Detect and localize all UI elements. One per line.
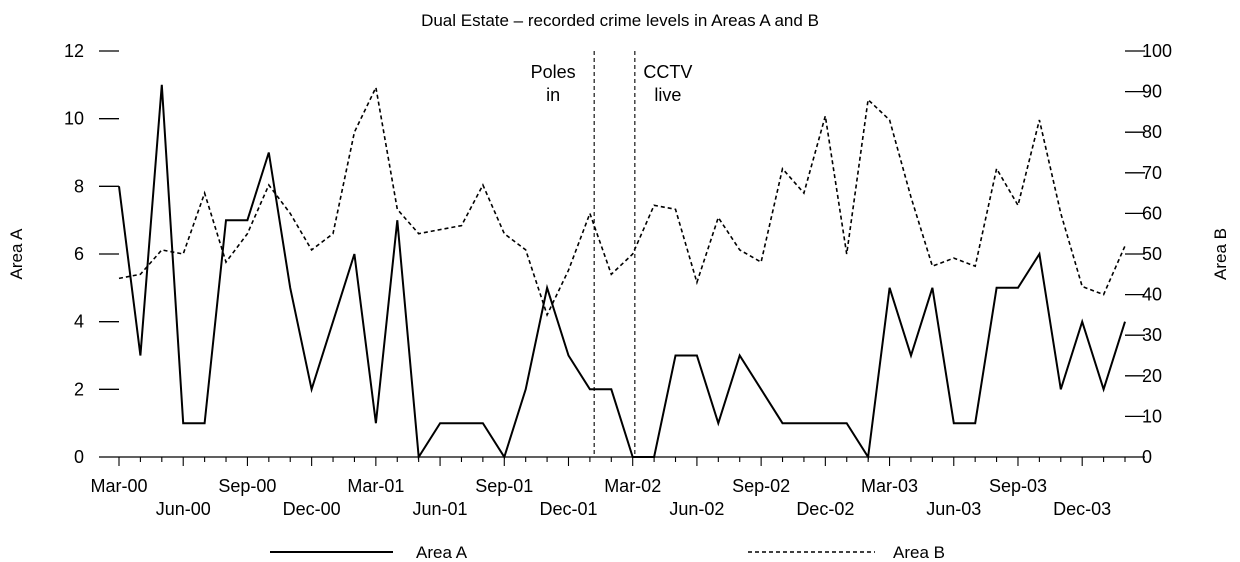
x-tick-label: Sep-03 bbox=[989, 476, 1047, 496]
x-tick-label: Mar-02 bbox=[604, 476, 661, 496]
annotation-text: Poles bbox=[531, 62, 576, 82]
series-line-area-a bbox=[118, 84, 1126, 461]
annotation-text: CCTV bbox=[643, 62, 692, 82]
y-right-tick-label: 30 bbox=[1142, 325, 1162, 345]
y-right-tick-label: 50 bbox=[1142, 244, 1162, 264]
y-left-tick-label: 2 bbox=[74, 379, 84, 399]
chart-title: Dual Estate – recorded crime levels in A… bbox=[421, 11, 819, 30]
y-right-tick-label: 20 bbox=[1142, 366, 1162, 386]
axes: 0 2 4 6 8 10 12 0 10 20 30 40 50 60 70 80 90 100 Mar-00 Sep… bbox=[64, 41, 1172, 519]
y-left-tick-label: 4 bbox=[74, 312, 84, 332]
y-right-tick-label: 0 bbox=[1142, 447, 1152, 467]
x-tick-label: Sep-02 bbox=[732, 476, 790, 496]
annotation-text: live bbox=[654, 85, 681, 105]
x-tick-label: Mar-01 bbox=[347, 476, 404, 496]
y-axis-left-label: Area A bbox=[7, 228, 26, 280]
y-axis-right-label: Area B bbox=[1211, 228, 1230, 280]
x-tick-label: Sep-00 bbox=[218, 476, 276, 496]
y-right-tick-label: 60 bbox=[1142, 203, 1162, 223]
series-line-area-b bbox=[118, 84, 1126, 318]
x-tick-label: Jun-02 bbox=[669, 499, 724, 519]
y-right-tick-label: 70 bbox=[1142, 163, 1162, 183]
y-left-tick-label: 6 bbox=[74, 244, 84, 264]
x-tick-label: Mar-03 bbox=[861, 476, 918, 496]
y-left-tick-label: 8 bbox=[74, 176, 84, 196]
y-left-tick-label: 10 bbox=[64, 109, 84, 129]
y-right-tick-label: 40 bbox=[1142, 285, 1162, 305]
x-tick-label: Dec-03 bbox=[1053, 499, 1111, 519]
annotations: Poles in CCTV live bbox=[531, 51, 692, 457]
x-tick-label: Jun-00 bbox=[156, 499, 211, 519]
annotation-text: in bbox=[546, 85, 560, 105]
x-tick-label: Mar-00 bbox=[90, 476, 147, 496]
y-right-tick-label: 90 bbox=[1142, 82, 1162, 102]
y-left-tick-label: 12 bbox=[64, 41, 84, 61]
x-tick-label: Jun-01 bbox=[413, 499, 468, 519]
x-tick-label: Jun-03 bbox=[926, 499, 981, 519]
x-tick-label: Sep-01 bbox=[475, 476, 533, 496]
legend-label-area-b: Area B bbox=[893, 543, 945, 562]
y-right-tick-label: 80 bbox=[1142, 122, 1162, 142]
x-tick-label: Dec-00 bbox=[283, 499, 341, 519]
legend: Area A Area B bbox=[270, 543, 945, 562]
y-left-tick-label: 0 bbox=[74, 447, 84, 467]
plot-area bbox=[118, 84, 1126, 461]
y-right-tick-label: 10 bbox=[1142, 406, 1162, 426]
legend-label-area-a: Area A bbox=[416, 543, 468, 562]
x-tick-label: Dec-02 bbox=[796, 499, 854, 519]
x-tick-label: Dec-01 bbox=[539, 499, 597, 519]
y-right-tick-label: 100 bbox=[1142, 41, 1172, 61]
